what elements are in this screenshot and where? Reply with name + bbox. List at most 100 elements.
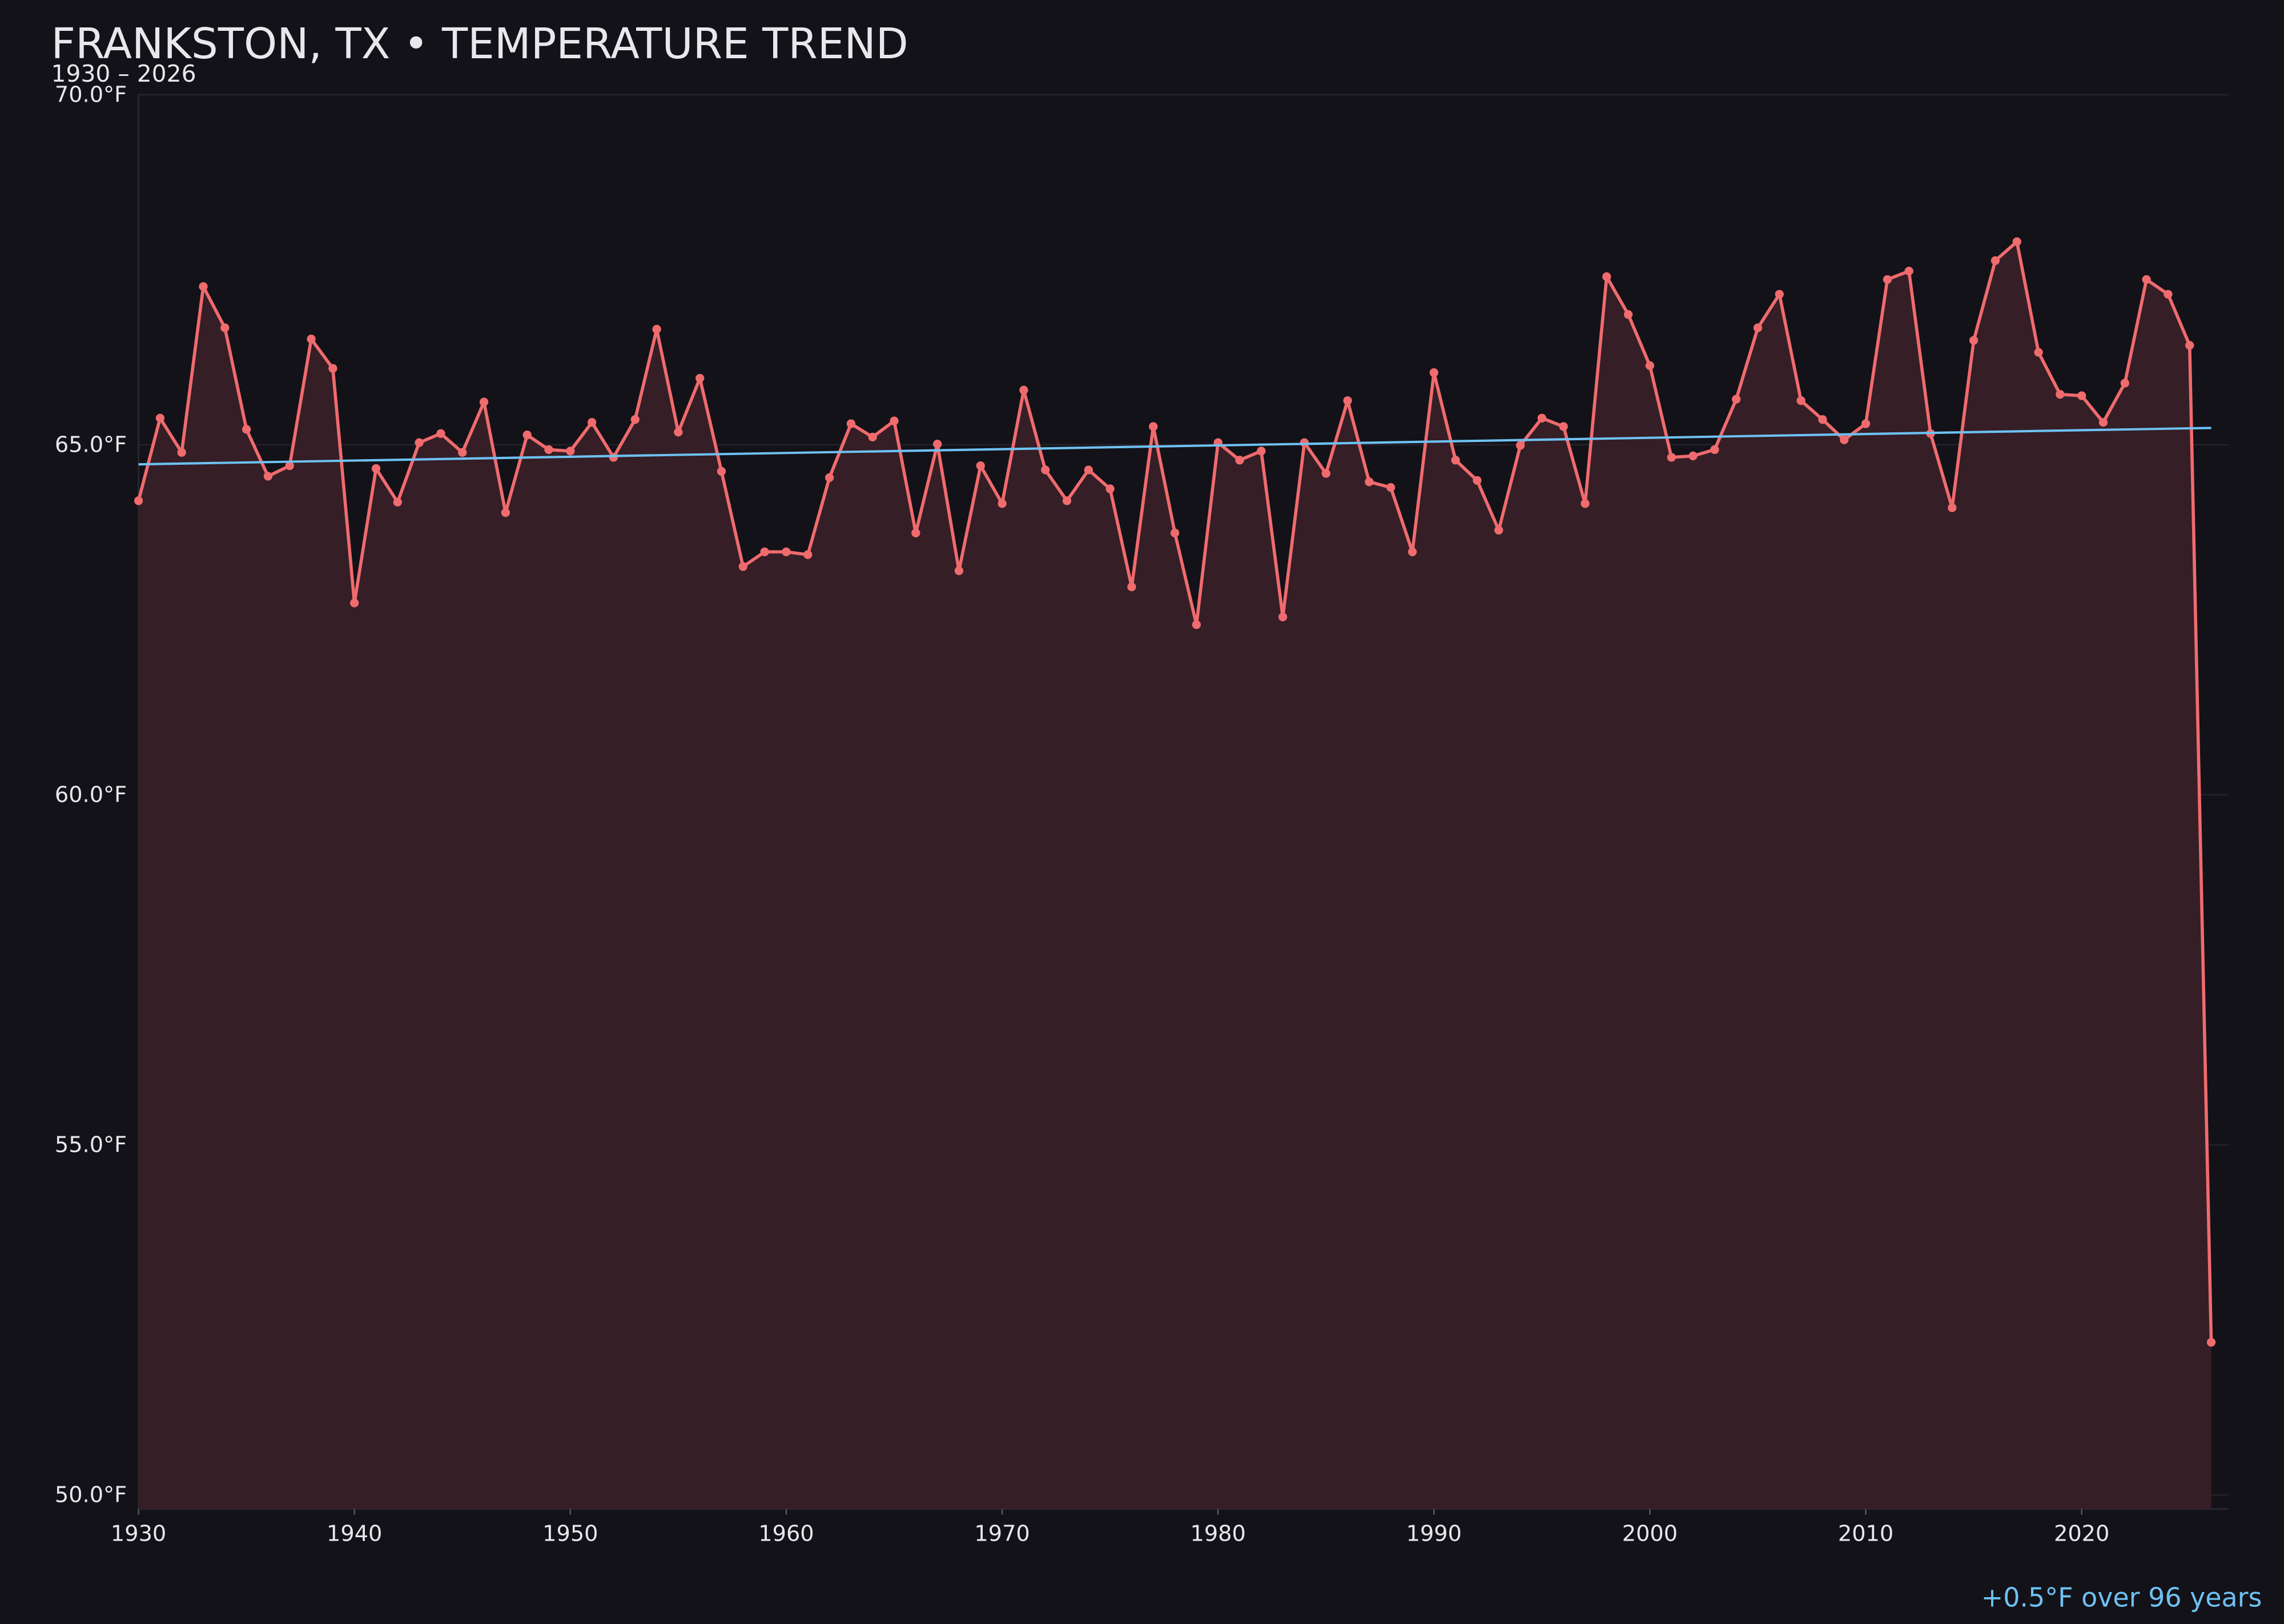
point: [566, 447, 575, 456]
point: [1365, 477, 1374, 487]
point: [393, 497, 402, 507]
point: [1084, 465, 1093, 475]
x-tick-label: 1930: [111, 1521, 166, 1547]
point: [436, 429, 445, 438]
point: [199, 282, 208, 291]
point: [1149, 422, 1158, 431]
point: [2164, 290, 2173, 299]
point: [2077, 391, 2086, 400]
point: [371, 464, 381, 473]
point: [1429, 368, 1438, 377]
point: [1494, 525, 1503, 535]
trend-annotation: +0.5°F over 96 years: [1981, 1582, 2262, 1613]
point: [1840, 435, 1849, 444]
x-tick-label: 2020: [2054, 1521, 2109, 1547]
y-tick-label: 50.0°F: [55, 1482, 127, 1508]
point: [1818, 415, 1827, 424]
point: [911, 528, 920, 537]
point: [674, 428, 683, 437]
point: [932, 439, 942, 449]
point: [846, 419, 856, 428]
x-tick-label: 1990: [1406, 1521, 1462, 1547]
point: [1710, 445, 1719, 455]
point: [544, 445, 553, 455]
point: [1192, 620, 1201, 629]
point: [220, 323, 230, 332]
point: [1775, 290, 1784, 299]
point: [1883, 275, 1892, 284]
point: [1343, 396, 1352, 405]
point: [1515, 441, 1525, 450]
point: [1688, 451, 1698, 461]
chart-subtitle: 1930 – 2026: [51, 60, 196, 87]
point: [609, 453, 618, 462]
point: [415, 438, 424, 447]
point: [263, 472, 273, 481]
point: [242, 425, 251, 434]
chart-title: FRANKSTON, TX • TEMPERATURE TREND: [51, 19, 908, 69]
y-tick-label: 55.0°F: [55, 1132, 127, 1158]
point: [2012, 237, 2021, 246]
point: [803, 550, 813, 559]
x-tick-label: 1980: [1191, 1521, 1246, 1547]
point: [2056, 389, 2065, 399]
point: [890, 416, 899, 425]
point: [1451, 456, 1460, 465]
point: [155, 413, 165, 423]
point: [2142, 275, 2151, 284]
point: [1796, 396, 1806, 405]
point: [177, 448, 186, 457]
point: [1948, 503, 1957, 512]
point: [630, 415, 640, 424]
point: [1019, 385, 1028, 395]
point: [2120, 379, 2129, 388]
point: [1969, 336, 1979, 345]
point: [1753, 323, 1763, 332]
point: [868, 432, 877, 442]
point: [2034, 348, 2043, 357]
point: [1386, 483, 1396, 492]
point: [1667, 453, 1676, 462]
point: [458, 448, 467, 457]
point: [501, 508, 510, 517]
y-tick-label: 65.0°F: [55, 432, 127, 458]
y-tick-label: 70.0°F: [55, 82, 127, 108]
point: [587, 417, 597, 427]
point: [2185, 341, 2194, 350]
point: [954, 566, 964, 576]
point: [652, 324, 661, 334]
point: [1537, 413, 1547, 423]
point: [1278, 612, 1288, 622]
x-tick-label: 1950: [542, 1521, 598, 1547]
point: [522, 431, 532, 440]
point: [1235, 456, 1244, 465]
point: [1904, 267, 1913, 276]
point: [2098, 417, 2108, 427]
point: [1408, 547, 1417, 557]
point: [1623, 310, 1633, 319]
point: [1473, 476, 1482, 485]
point: [782, 547, 791, 557]
point: [1991, 256, 2000, 266]
point: [134, 496, 143, 505]
point: [285, 461, 294, 471]
point: [479, 397, 489, 407]
point: [695, 373, 705, 383]
point: [350, 598, 359, 608]
point: [976, 461, 985, 471]
area: [138, 242, 2211, 1509]
point: [1041, 465, 1050, 475]
point: [1559, 422, 1568, 431]
x-tick-label: 1970: [974, 1521, 1030, 1547]
point: [760, 547, 769, 557]
point: [1105, 484, 1115, 493]
point: [1581, 499, 1590, 508]
x-tick-label: 2000: [1622, 1521, 1678, 1547]
y-tick-label: 60.0°F: [55, 782, 127, 808]
point: [998, 499, 1007, 508]
x-tick-label: 1940: [327, 1521, 382, 1547]
point: [717, 467, 726, 476]
point: [1257, 447, 1266, 456]
point: [1732, 395, 1741, 404]
